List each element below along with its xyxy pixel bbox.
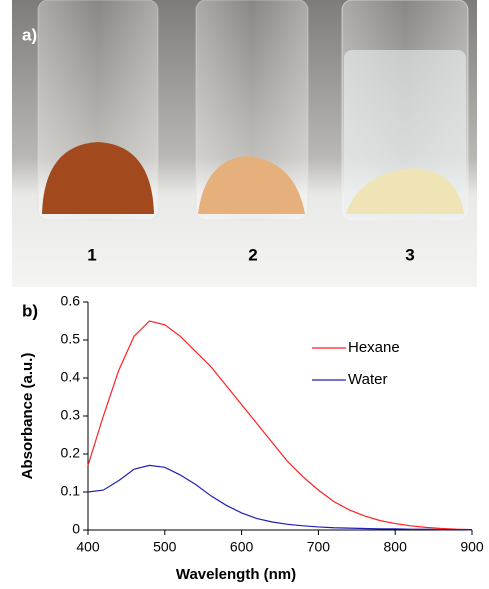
data-line [88,321,472,530]
y-tick-label: 0 [72,521,80,537]
y-tick-label: 0.5 [61,331,81,347]
legend-label: Hexane [348,339,400,356]
sample-label: 2 [248,245,257,264]
y-tick-label: 0.4 [61,369,81,385]
y-tick-label: 0.2 [61,445,81,461]
data-line [88,465,472,529]
x-tick-label: 500 [153,539,177,555]
photo: a) 1 2 3 [12,0,477,287]
sample-label: 1 [87,245,96,264]
y-tick-label: 0.6 [61,293,81,309]
panel-label: a) [22,25,37,44]
x-tick-label: 400 [76,539,100,555]
x-tick-label: 900 [460,539,484,555]
panel-label: b) [22,301,38,320]
y-axis-label: Absorbance (a.u.) [19,353,36,480]
legend-label: Water [348,371,387,388]
x-axis-label: Wavelength (nm) [176,566,296,583]
page: {"photo": {"label": "a)", "sample_labels… [0,0,489,584]
y-tick-label: 0.1 [61,483,81,499]
x-tick-label: 700 [307,539,331,555]
x-tick-label: 600 [230,539,254,555]
x-tick-label: 800 [384,539,408,555]
y-tick-label: 0.3 [61,407,81,423]
sample-label: 3 [405,245,414,264]
figure: a) 1 2 3 b) Wavelength (nm) Absorbance (… [0,0,489,584]
